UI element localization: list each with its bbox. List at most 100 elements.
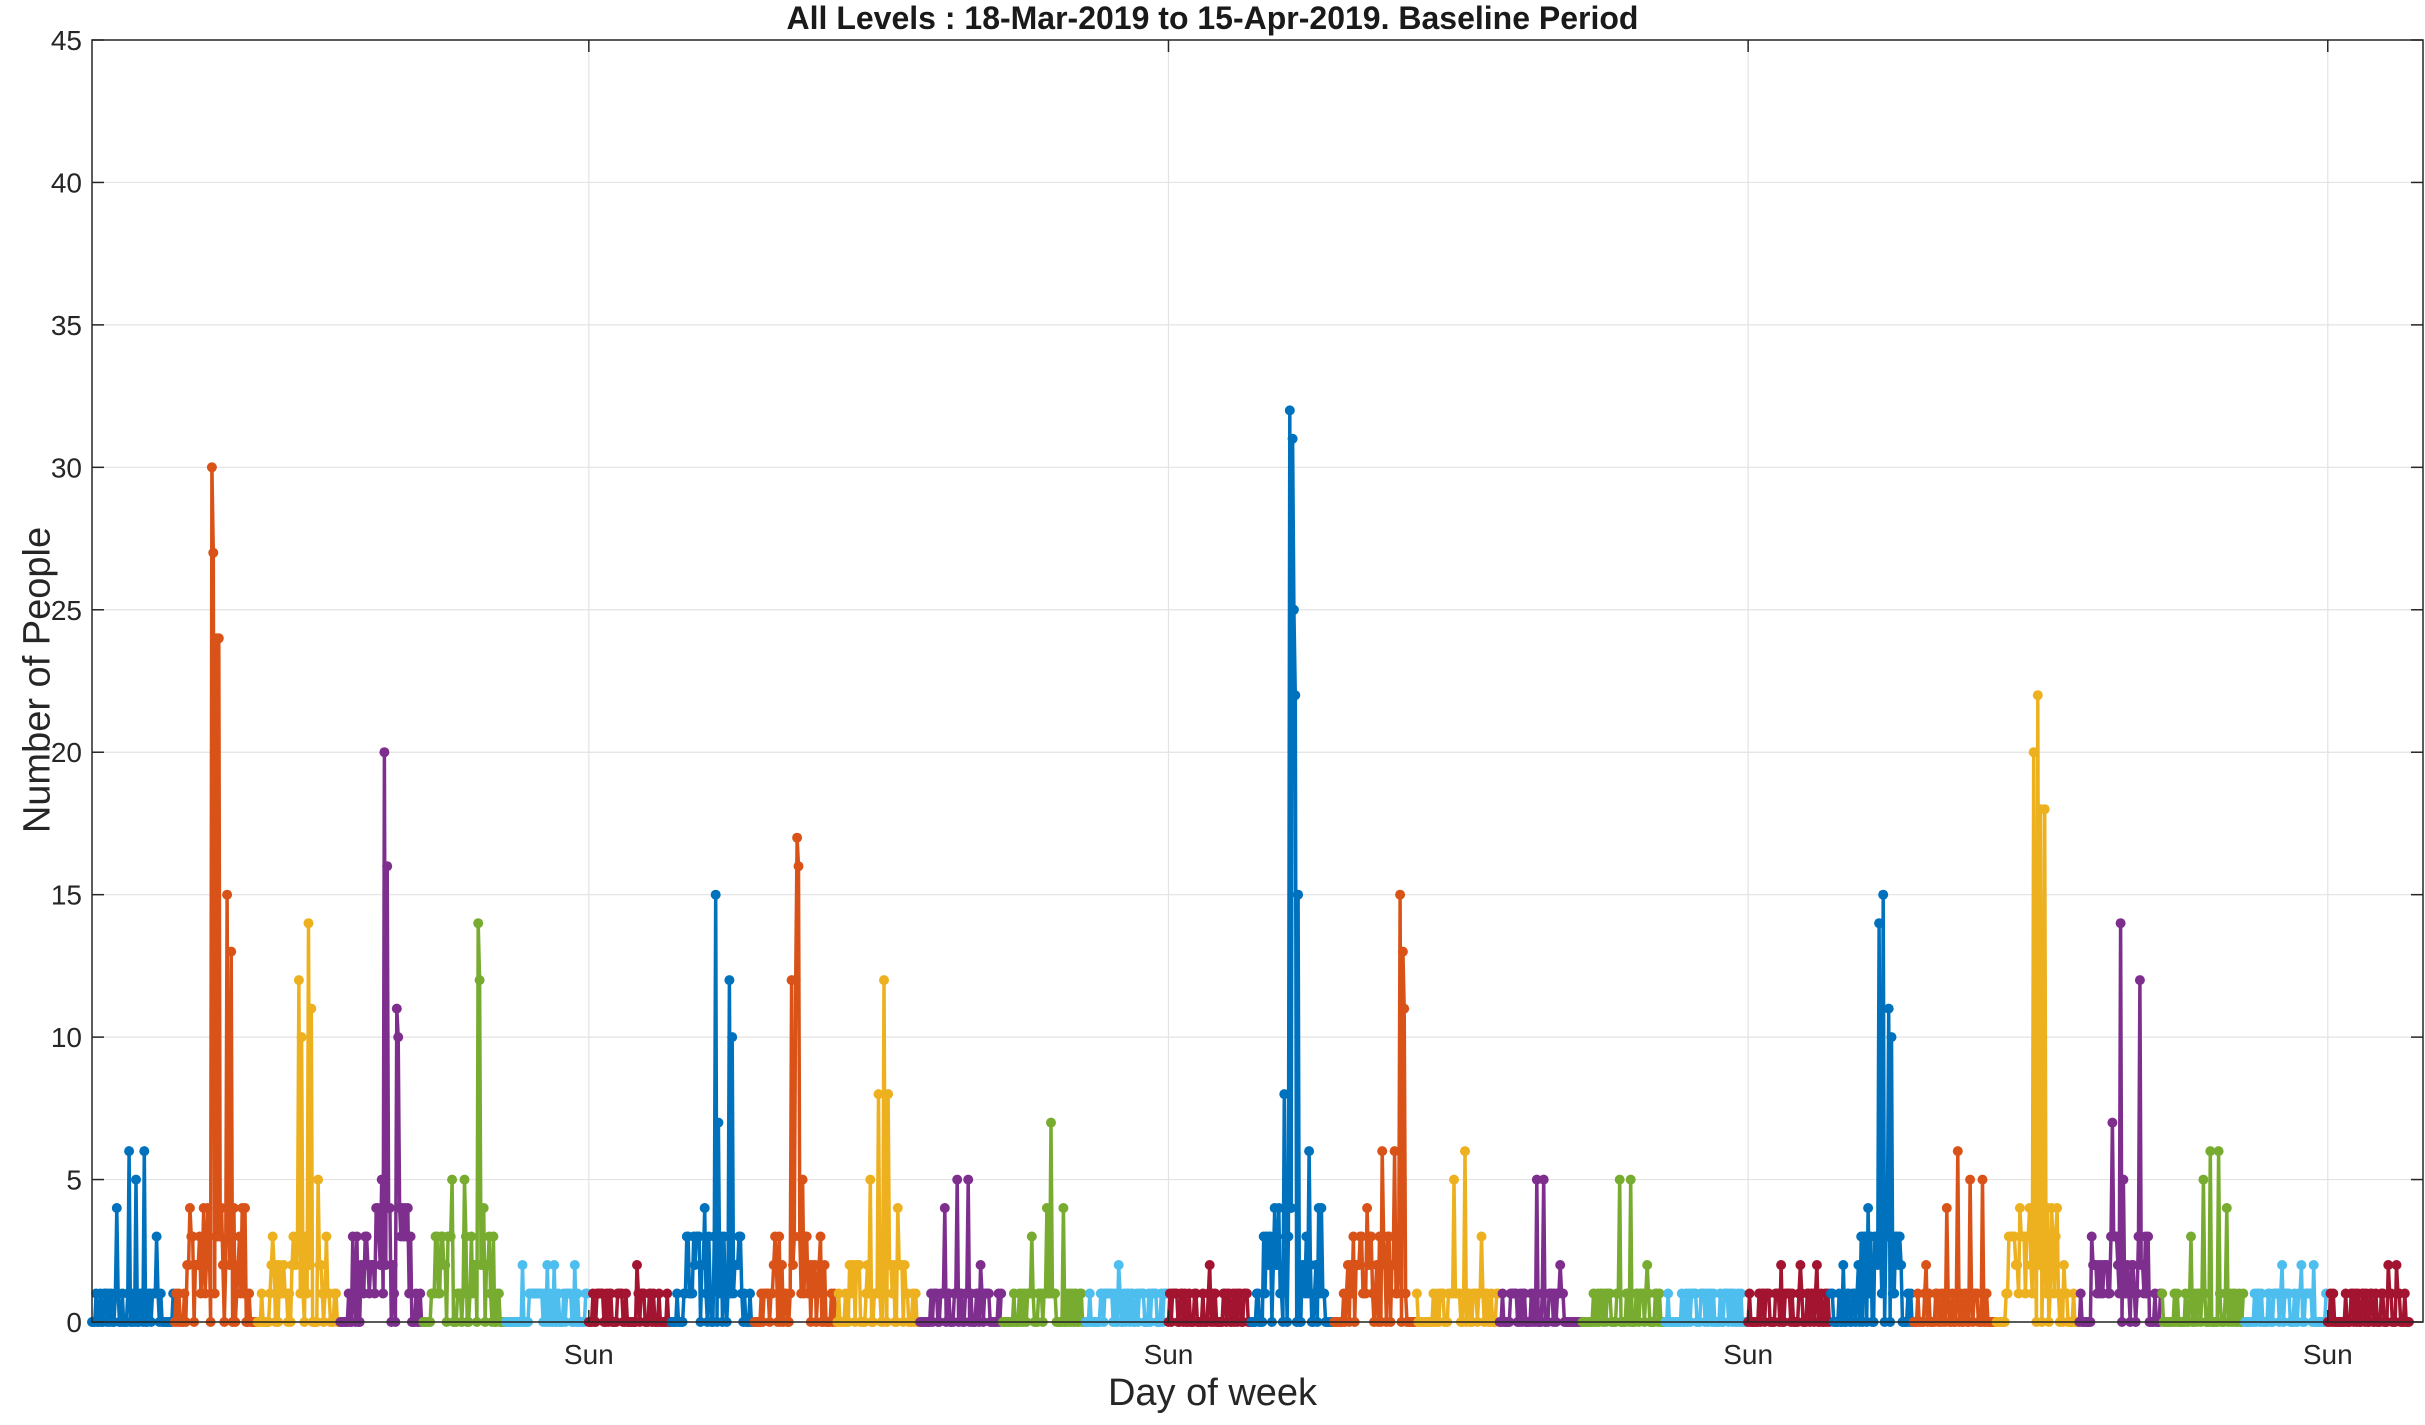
data-point bbox=[833, 1288, 844, 1299]
data-point bbox=[488, 1231, 499, 1242]
data-point bbox=[1392, 1288, 1403, 1299]
data-point bbox=[391, 1003, 402, 1014]
data-point bbox=[331, 1288, 341, 1299]
series-line bbox=[1250, 408, 1333, 1324]
data-point bbox=[1370, 1288, 1381, 1299]
data-point bbox=[379, 747, 390, 758]
data-point bbox=[1827, 1288, 1838, 1299]
data-point bbox=[2068, 1288, 2079, 1299]
y-tick-label: 15 bbox=[51, 880, 82, 911]
data-point bbox=[402, 1203, 413, 1213]
data-point bbox=[788, 1260, 798, 1270]
data-point bbox=[131, 1174, 141, 1185]
data-point bbox=[136, 1288, 147, 1299]
data-point bbox=[151, 1231, 162, 1242]
data-point bbox=[393, 1032, 404, 1043]
data-point bbox=[321, 1231, 332, 1242]
data-point bbox=[662, 1288, 673, 1299]
data-point bbox=[1260, 1288, 1270, 1299]
data-point bbox=[2213, 1146, 2224, 1157]
data-point bbox=[404, 1288, 415, 1299]
data-point bbox=[2205, 1146, 2216, 1157]
data-point bbox=[213, 633, 224, 644]
data-point bbox=[459, 1174, 470, 1185]
y-tick-label: 10 bbox=[51, 1022, 82, 1053]
data-point bbox=[482, 1260, 493, 1270]
data-point bbox=[2034, 1260, 2045, 1270]
data-point bbox=[996, 1288, 1007, 1299]
data-point bbox=[1076, 1288, 1087, 1299]
data-point bbox=[293, 975, 304, 986]
data-point bbox=[801, 1231, 812, 1242]
data-point bbox=[2118, 1174, 2129, 1185]
data-point bbox=[1272, 1260, 1283, 1270]
y-tick-label: 25 bbox=[51, 595, 82, 626]
data-point bbox=[1393, 1260, 1404, 1270]
data-point bbox=[865, 1174, 876, 1185]
data-point bbox=[846, 1288, 856, 1299]
data-point bbox=[1776, 1260, 1787, 1270]
data-point bbox=[447, 1174, 458, 1185]
x-axis-label: Day of week bbox=[1107, 1372, 1318, 1414]
data-point bbox=[939, 1203, 950, 1213]
data-point bbox=[1558, 1288, 1568, 1299]
data-point bbox=[194, 1231, 205, 1242]
data-point bbox=[2009, 1231, 2020, 1242]
data-point bbox=[302, 1288, 313, 1299]
data-point bbox=[2132, 1288, 2143, 1299]
data-point bbox=[874, 1288, 885, 1299]
data-point bbox=[1883, 1003, 1894, 1014]
data-point bbox=[291, 1260, 302, 1270]
data-point bbox=[785, 1288, 796, 1299]
data-point bbox=[621, 1288, 631, 1299]
data-point bbox=[713, 1117, 724, 1128]
data-point bbox=[224, 1260, 235, 1270]
data-point bbox=[1026, 1231, 1037, 1242]
data-point bbox=[767, 1288, 778, 1299]
data-point bbox=[672, 1288, 683, 1299]
data-point bbox=[2277, 1260, 2288, 1270]
data-point bbox=[2061, 1288, 2072, 1299]
data-point bbox=[1395, 889, 1406, 900]
data-point bbox=[387, 1260, 398, 1270]
data-point bbox=[1643, 1288, 1654, 1299]
data-point bbox=[1380, 1260, 1390, 1270]
data-point bbox=[200, 1288, 211, 1299]
data-point bbox=[267, 1231, 278, 1242]
data-point bbox=[1353, 1260, 1364, 1270]
data-point bbox=[963, 1174, 974, 1185]
data-point bbox=[202, 1203, 213, 1213]
data-point bbox=[222, 889, 233, 900]
data-point bbox=[306, 1003, 317, 1014]
data-point bbox=[1642, 1260, 1653, 1270]
data-point bbox=[975, 1260, 986, 1270]
data-point bbox=[2391, 1260, 2402, 1270]
data-point bbox=[1191, 1288, 1201, 1299]
data-point bbox=[1886, 1032, 1897, 1043]
x-tick-label: Sun bbox=[2303, 1339, 2353, 1370]
data-point bbox=[1276, 1288, 1287, 1299]
data-point bbox=[1210, 1288, 1221, 1299]
data-point bbox=[1744, 1288, 1755, 1299]
data-point bbox=[1041, 1203, 1052, 1213]
data-point bbox=[873, 1089, 884, 1100]
data-point bbox=[315, 1260, 326, 1270]
data-point bbox=[792, 832, 803, 843]
data-point bbox=[1084, 1288, 1095, 1299]
data-point bbox=[899, 1260, 910, 1270]
data-point bbox=[774, 1231, 785, 1242]
data-point bbox=[256, 1288, 267, 1299]
data-point bbox=[1613, 1288, 1624, 1299]
data-point bbox=[1981, 1288, 1992, 1299]
data-point bbox=[952, 1174, 963, 1185]
data-point bbox=[361, 1231, 372, 1242]
data-point bbox=[797, 1174, 808, 1185]
data-point bbox=[1046, 1117, 1056, 1128]
data-point bbox=[2075, 1288, 2086, 1299]
data-point bbox=[1654, 1288, 1665, 1299]
data-point bbox=[369, 1288, 380, 1299]
data-point bbox=[1864, 1288, 1875, 1299]
series-day-2019-04-09 bbox=[1908, 1146, 2000, 1327]
data-point bbox=[517, 1260, 528, 1270]
